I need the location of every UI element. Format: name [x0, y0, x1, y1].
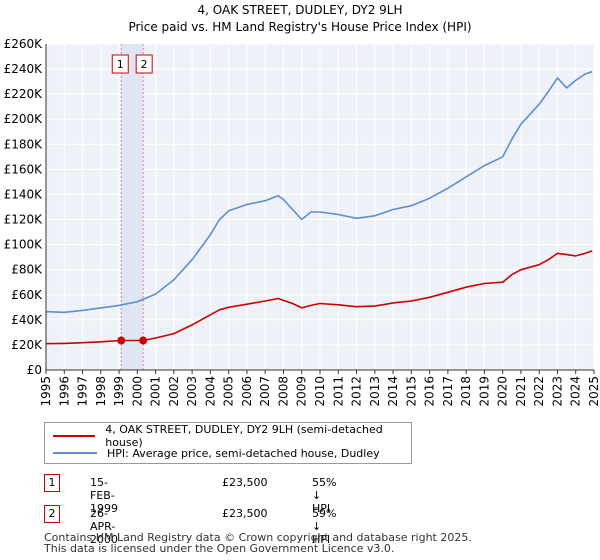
transaction-label: 2	[141, 58, 148, 71]
x-tick-label: 2006	[240, 376, 254, 407]
series-line-property	[45, 250, 593, 345]
x-tick-label: 2012	[350, 376, 364, 407]
legend: 4, OAK STREET, DUDLEY, DY2 9LH (semi-det…	[44, 422, 412, 464]
x-tick-label: 2007	[258, 376, 272, 407]
legend-swatch-hpi	[53, 452, 97, 454]
x-tick-label: 2001	[149, 376, 163, 407]
transaction-label: 1	[117, 58, 124, 71]
y-tick-label: £200K	[4, 112, 44, 126]
transaction-band	[121, 44, 144, 370]
y-tick-label: £120K	[4, 213, 44, 227]
y-tick-label: £180K	[4, 137, 44, 151]
price-chart: 4, OAK STREET, DUDLEY, DY2 9LH Price pai…	[4, 3, 600, 407]
y-tick-label: £140K	[4, 187, 44, 201]
footer-copyright: Contains HM Land Registry data © Crown c…	[44, 531, 472, 544]
y-tick-label: £160K	[4, 162, 44, 176]
legend-swatch-property	[53, 435, 96, 437]
x-tick-label: 2016	[423, 376, 437, 407]
transaction-price: £23,500	[222, 507, 268, 520]
y-tick-label: £220K	[4, 87, 44, 101]
legend-label-hpi: HPI: Average price, semi-detached house,…	[107, 446, 380, 460]
sale-point	[139, 336, 148, 345]
x-tick-label: 2024	[569, 376, 583, 407]
y-tick-label: £0	[27, 363, 42, 377]
transaction-date: 15-FEB-1999	[90, 476, 118, 515]
transaction-number-badge: 2	[44, 505, 60, 523]
transaction-hpi-diff: 59% ↓ HPI	[312, 507, 337, 546]
x-tick-label: 2005	[222, 376, 236, 407]
x-tick-label: 1995	[39, 376, 53, 407]
transaction-number-badge: 1	[44, 474, 60, 492]
legend-item-property: 4, OAK STREET, DUDLEY, DY2 9LH (semi-det…	[53, 423, 411, 449]
series-line-hpi	[45, 70, 593, 314]
sale-point	[117, 336, 126, 345]
x-tick-label: 2014	[386, 376, 400, 407]
x-tick-label: 2019	[477, 376, 491, 407]
series-layer	[45, 70, 593, 345]
y-tick-label: £20K	[11, 338, 43, 352]
x-tick-label: 2023	[550, 376, 564, 407]
y-tick-label: £240K	[4, 62, 44, 76]
footer-licence: This data is licensed under the Open Gov…	[44, 542, 395, 555]
x-tick-label: 2015	[404, 376, 418, 407]
x-tick-label: 2022	[532, 376, 546, 407]
footer: Contains HM Land Registry data © Crown c…	[44, 532, 472, 554]
transaction-label-box	[111, 54, 129, 74]
x-tick-label: 2000	[130, 376, 144, 407]
x-tick-label: 2009	[295, 376, 309, 407]
y-tick-label: £40K	[11, 313, 43, 327]
legend-item-hpi: HPI: Average price, semi-detached house,…	[53, 445, 380, 461]
x-tick-label: 2018	[459, 376, 473, 407]
chart-title: 4, OAK STREET, DUDLEY, DY2 9LH	[198, 3, 403, 17]
chart-subtitle: Price paid vs. HM Land Registry's House …	[128, 20, 471, 34]
x-tick-label: 2013	[368, 376, 382, 407]
x-tick-label: 1998	[94, 376, 108, 407]
axes: £0 £20K £40K £60K £80K £100K £120K £140K £160K £1…	[4, 37, 600, 407]
x-tick-label: 1996	[57, 376, 71, 407]
transaction-hpi-diff: 55% ↓ HPI	[312, 476, 337, 515]
y-tick-label: £100K	[4, 238, 44, 252]
x-tick-label: 2017	[441, 376, 455, 407]
transaction-price: £23,500	[222, 476, 268, 489]
transaction-date: 26-APR-2000	[90, 507, 118, 546]
x-tick-label: 2025	[587, 376, 600, 407]
transaction-bands	[120, 44, 144, 370]
x-tick-label: 2021	[514, 376, 528, 407]
y-tick-label: £60K	[11, 288, 43, 302]
y-tick-label: £260K	[4, 37, 44, 51]
transaction-label-box	[135, 54, 153, 74]
x-tick-label: 2010	[313, 376, 327, 407]
x-tick-label: 2020	[496, 376, 510, 407]
x-tick-label: 2004	[203, 376, 217, 407]
legend-label-property: 4, OAK STREET, DUDLEY, DY2 9LH (semi-det…	[105, 423, 383, 449]
x-tick-label: 1999	[112, 376, 126, 407]
x-tick-label: 1997	[76, 376, 90, 407]
x-tick-label: 2002	[167, 376, 181, 407]
y-tick-label: £80K	[11, 263, 43, 277]
x-tick-label: 2008	[276, 376, 290, 407]
x-tick-label: 2011	[331, 376, 345, 407]
x-tick-label: 2003	[185, 376, 199, 407]
